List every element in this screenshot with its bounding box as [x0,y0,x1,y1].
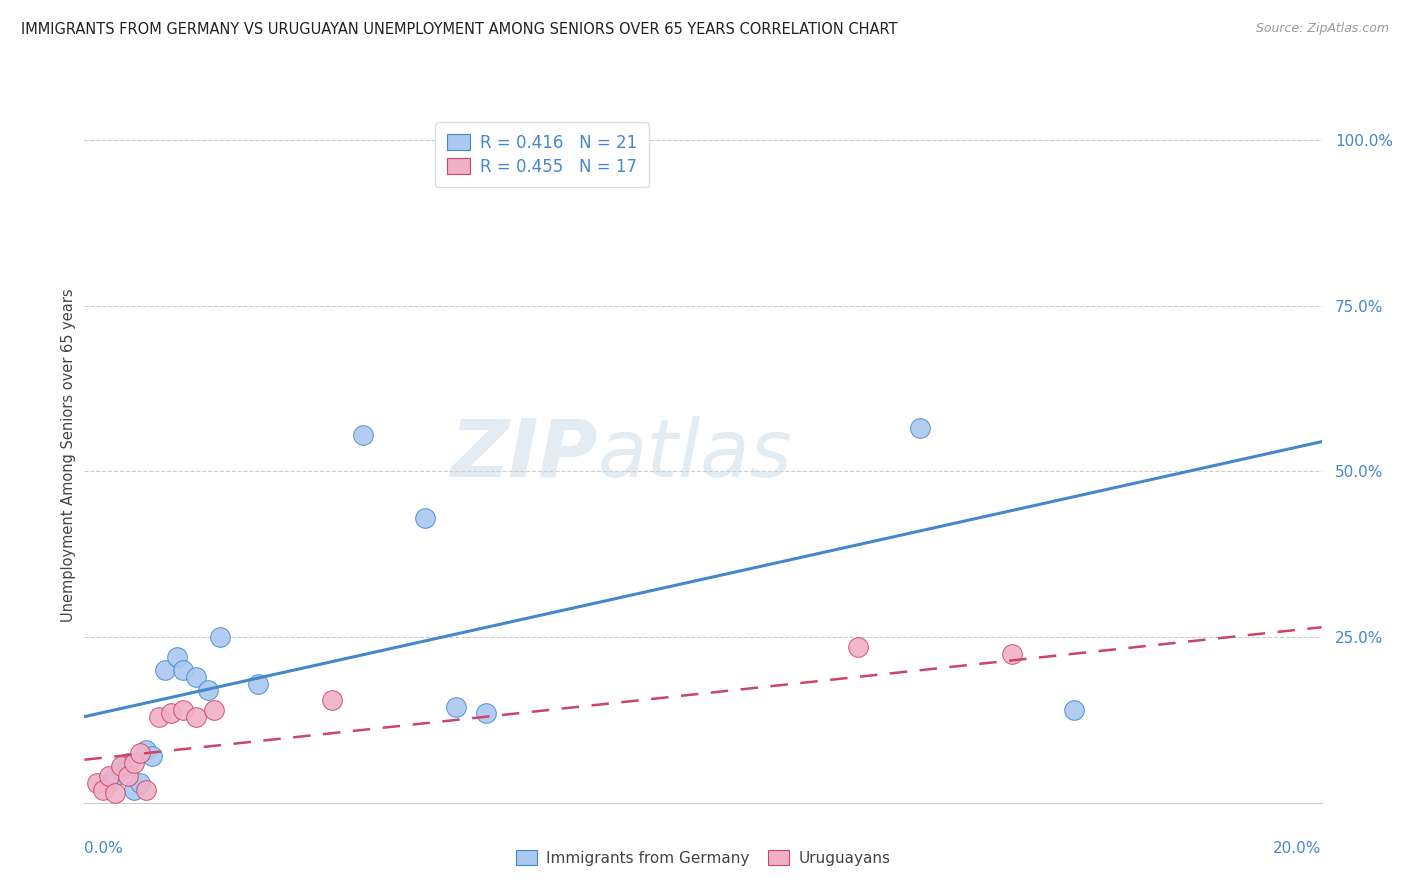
Point [135,743,157,757]
Point [184,670,207,684]
Point [98,776,121,790]
Point [153,663,176,677]
Text: 20.0%: 20.0% [1274,841,1322,856]
Point [202,703,225,717]
Point [104,769,127,783]
Point [184,709,207,723]
Point [91,782,114,797]
Point [129,776,152,790]
Point [98,769,121,783]
Text: Source: ZipAtlas.com: Source: ZipAtlas.com [1256,22,1389,36]
Text: IMMIGRANTS FROM GERMANY VS URUGUAYAN UNEMPLOYMENT AMONG SENIORS OVER 65 YEARS CO: IMMIGRANTS FROM GERMANY VS URUGUAYAN UNE… [21,22,897,37]
Point [352,428,374,442]
Text: ZIP: ZIP [450,416,598,494]
Point [117,756,139,770]
Point [1063,703,1085,717]
Point [104,786,127,800]
Point [172,703,194,717]
Point [413,511,436,525]
Point [1001,647,1024,661]
Point [117,769,139,783]
Point [172,663,194,677]
Point [122,756,145,770]
Point [148,709,170,723]
Point [246,676,269,690]
Point [846,640,869,654]
Point [444,699,467,714]
Y-axis label: Unemployment Among Seniors over 65 years: Unemployment Among Seniors over 65 years [60,288,76,622]
Point [197,683,219,698]
Point [160,706,183,721]
Legend: Immigrants from Germany, Uruguayans: Immigrants from Germany, Uruguayans [506,841,900,875]
Text: 0.0%: 0.0% [84,841,124,856]
Point [122,782,145,797]
Point [110,763,132,777]
Point [209,630,232,644]
Point [141,749,163,764]
Point [129,746,152,760]
Point [110,759,132,773]
Point [135,782,157,797]
Point [475,706,498,721]
Point [86,776,108,790]
Point [908,421,931,435]
Point [321,693,343,707]
Text: atlas: atlas [598,416,793,494]
Point [166,650,188,665]
